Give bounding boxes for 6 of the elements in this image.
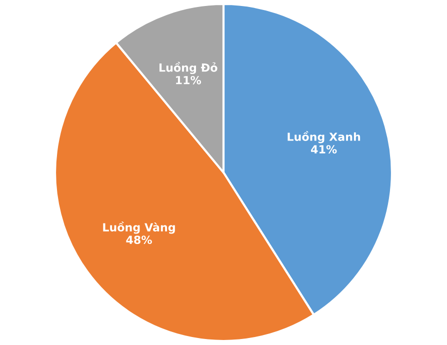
slice-label: Luồng Đỏ bbox=[159, 62, 218, 74]
data-label: 48% bbox=[126, 236, 152, 244]
slice-label: Luồng Vàng bbox=[103, 222, 175, 234]
data-label: 11% bbox=[176, 76, 202, 84]
slice-label: Luồng Xanh bbox=[288, 131, 360, 144]
data-label: 41% bbox=[311, 145, 337, 154]
